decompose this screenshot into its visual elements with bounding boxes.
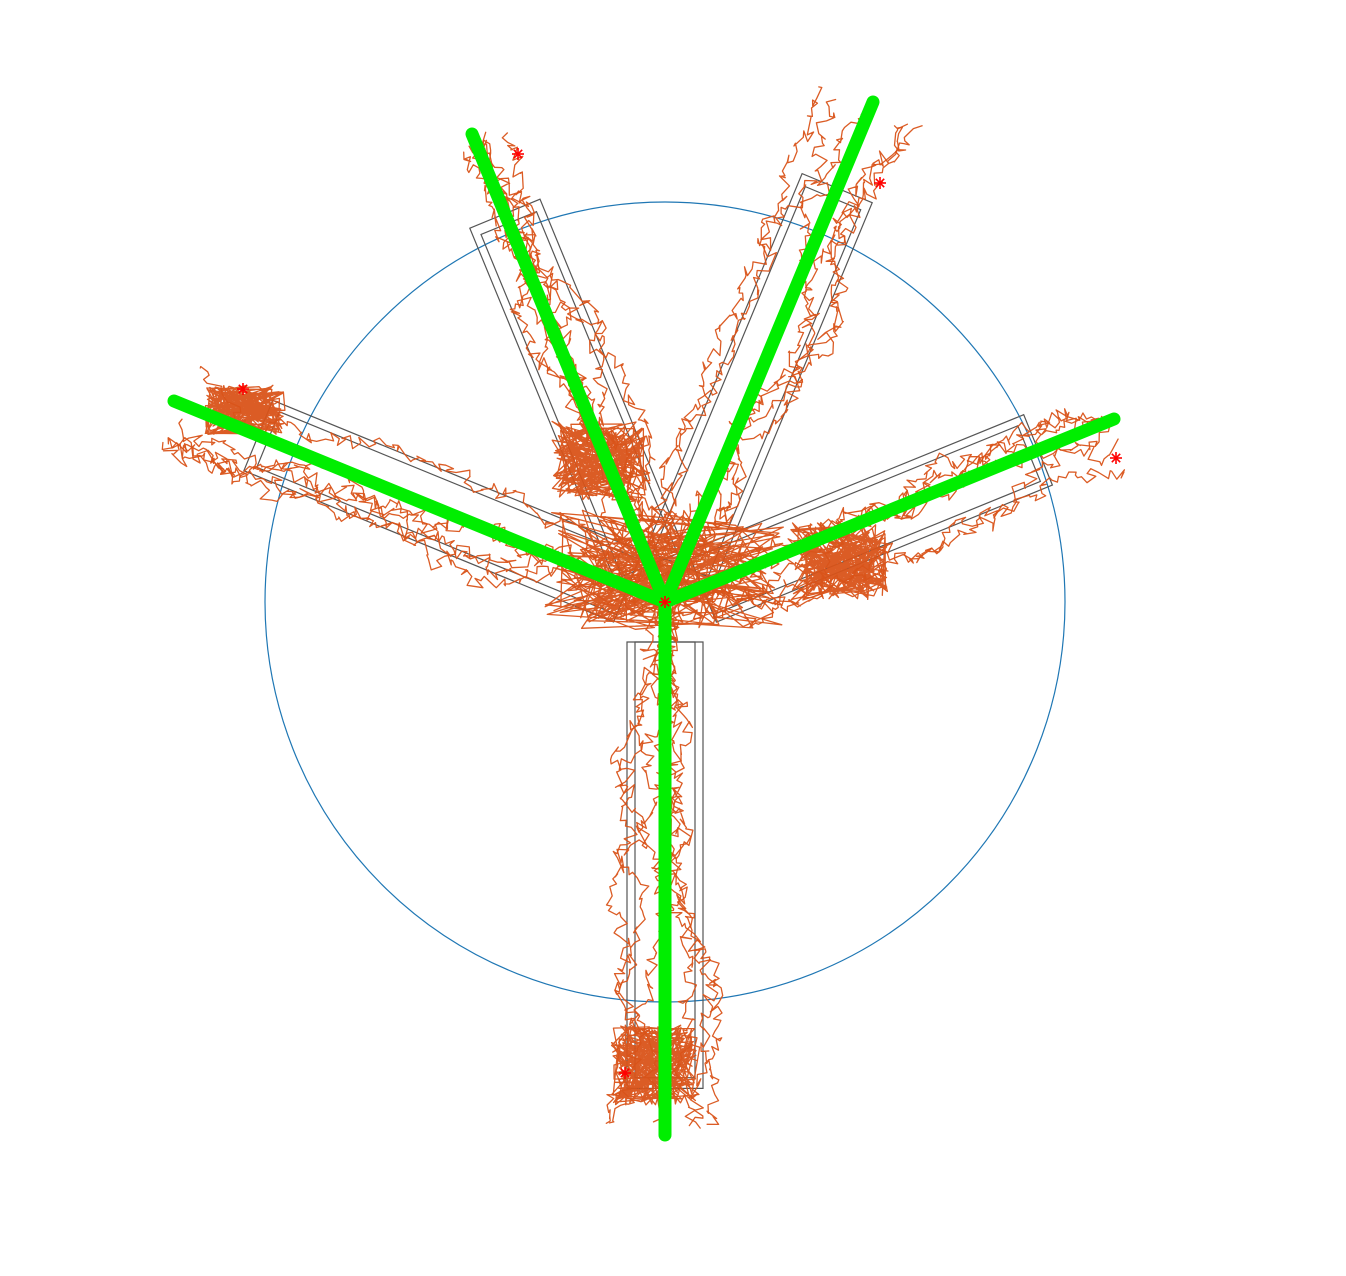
trajectory-tangle <box>544 509 784 630</box>
arm-upper-right-skeleton <box>658 95 880 609</box>
asterisk-icon <box>512 148 524 160</box>
trajectory-trace <box>501 132 658 602</box>
trajectory-trace <box>648 98 837 595</box>
arm-right-skeleton <box>658 412 1121 609</box>
asterisk-icon <box>237 383 249 395</box>
maze-skeleton <box>167 95 1121 1142</box>
trajectory-trace <box>666 601 724 1126</box>
trajectory-traces <box>161 86 1126 1129</box>
asterisk-icon <box>619 1067 631 1079</box>
marker-points <box>237 148 1122 1079</box>
trajectory-trace <box>664 125 904 605</box>
trajectory-tangle <box>204 384 286 436</box>
asterisk-icon <box>874 177 886 189</box>
arm-upper-left-skeleton <box>465 127 672 609</box>
asterisk-icon <box>1110 452 1122 464</box>
trajectory-tangle <box>610 1024 701 1106</box>
asterisk-icon <box>659 596 671 608</box>
trajectory-trace <box>647 86 823 605</box>
arm-left-skeleton <box>167 394 672 609</box>
trajectory-trace <box>662 468 1126 628</box>
